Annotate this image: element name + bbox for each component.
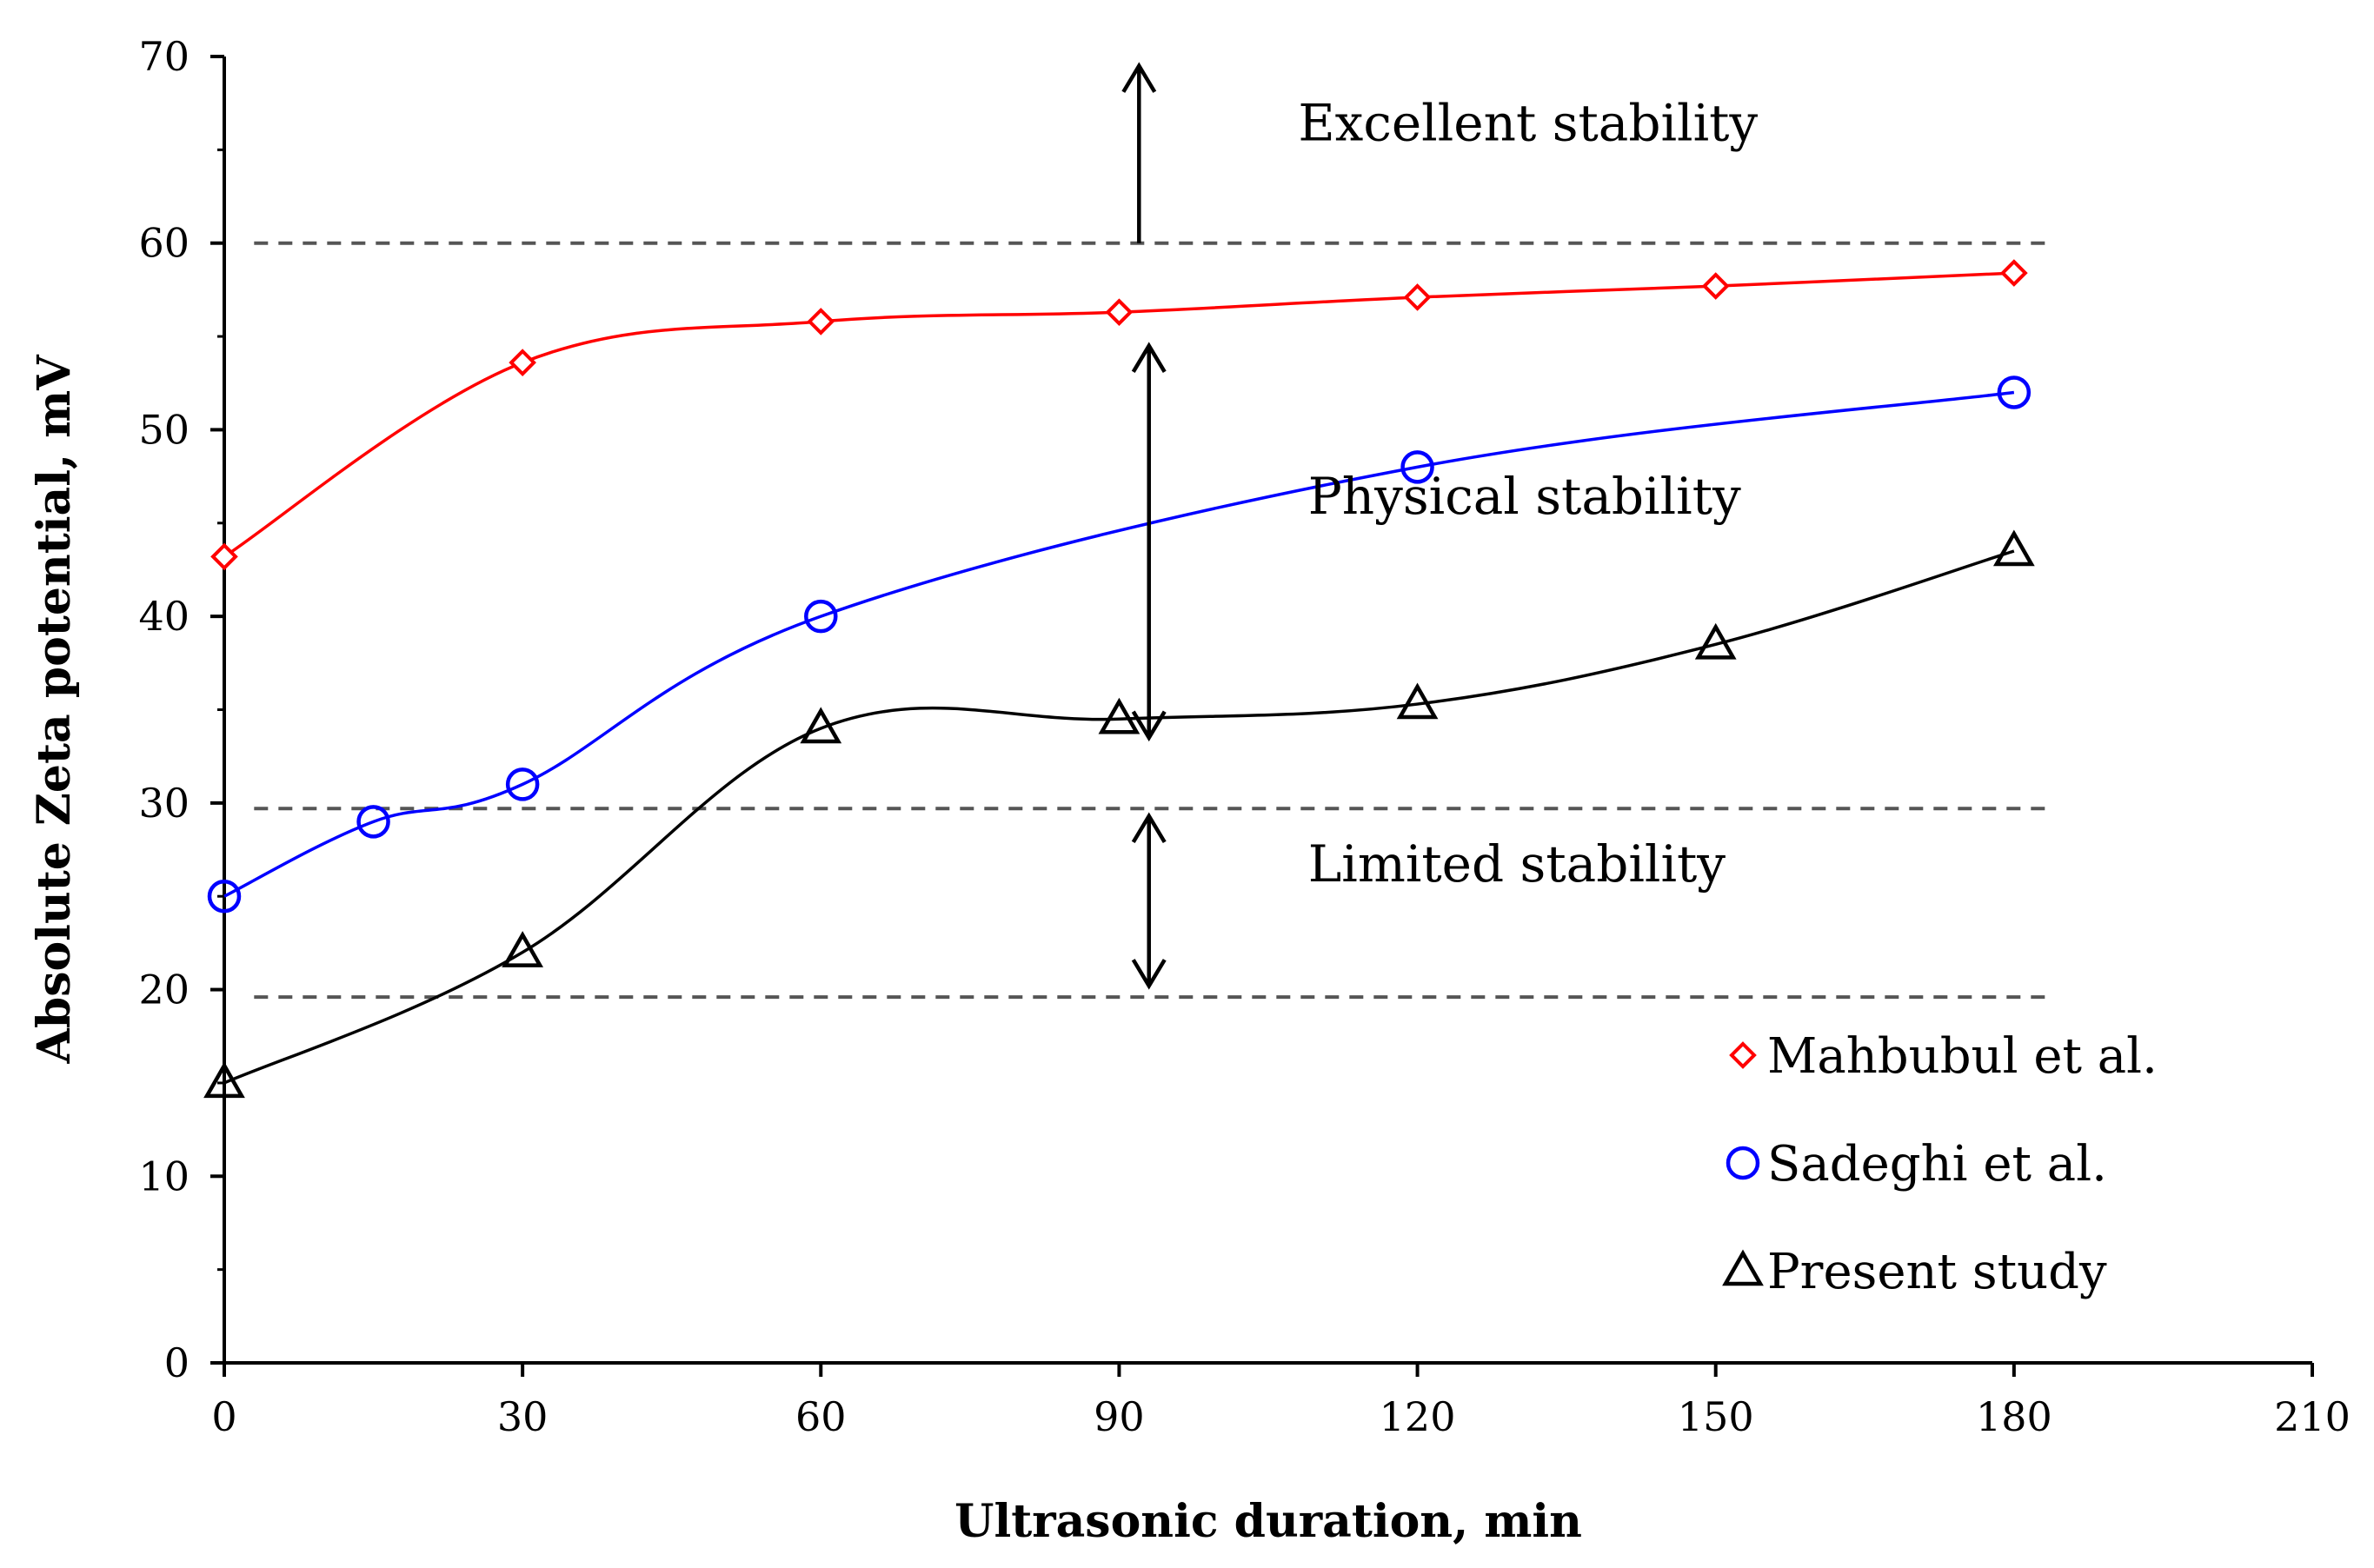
annotation-label: Physical stability <box>1308 467 1741 526</box>
data-markers <box>203 259 2035 1099</box>
data-point-series-2 <box>1992 529 2035 567</box>
x-tick-label: 30 <box>497 1393 549 1440</box>
stability-arrows <box>1121 62 1167 990</box>
data-point-series-2 <box>1694 622 1737 660</box>
arrow-head <box>1131 812 1167 844</box>
legend-marker <box>1722 1249 1764 1286</box>
data-point-series-0 <box>210 542 238 571</box>
reference-lines <box>254 241 2054 1000</box>
data-point-series-2 <box>800 707 842 744</box>
series-curve-1 <box>223 390 2015 898</box>
x-tick-label: 90 <box>1094 1393 1145 1440</box>
data-point-series-0 <box>2000 259 2028 287</box>
legend-marker <box>1726 1146 1760 1180</box>
y-tick-label: 40 <box>138 593 190 640</box>
y-tick-label: 30 <box>138 780 190 827</box>
y-tick-label: 60 <box>138 220 190 267</box>
y-tick-label: 10 <box>138 1153 190 1199</box>
series-curve-2 <box>223 549 2015 1085</box>
data-point-series-0 <box>807 308 835 336</box>
data-point-series-0 <box>509 349 536 376</box>
legend-label: Mahbubul et al. <box>1767 1028 2158 1085</box>
x-axis-title: Ultrasonic duration, min <box>954 1495 1582 1548</box>
legend-label: Sadeghi et al. <box>1767 1136 2107 1193</box>
data-point-series-1 <box>207 879 242 914</box>
data-point-series-1 <box>505 767 540 801</box>
x-tick-label: 120 <box>1380 1393 1456 1440</box>
data-point-series-1 <box>1400 450 1434 484</box>
arrow-head <box>1131 710 1167 742</box>
data-point-series-2 <box>1098 697 1140 734</box>
y-tick-label: 20 <box>138 967 190 1013</box>
data-point-series-2 <box>502 931 544 967</box>
legend-marker <box>1729 1041 1757 1069</box>
data-point-series-0 <box>1403 283 1432 311</box>
arrow-head <box>1121 62 1157 93</box>
data-point-series-1 <box>804 599 838 634</box>
arrow-head <box>1131 959 1167 990</box>
data-point-series-2 <box>203 1061 245 1099</box>
x-tick-label: 60 <box>795 1393 847 1440</box>
data-point-series-2 <box>1396 682 1439 720</box>
legend: Mahbubul et al. Sadeghi et al. Present stu… <box>1722 1028 2158 1300</box>
annotation-label: Excellent stability <box>1298 94 1758 153</box>
axis-ticks: 0 30 60 90 120 150 180 210 0 10 20 30 40 50 60 70 <box>138 33 2350 1440</box>
x-tick-label: 210 <box>2274 1393 2351 1440</box>
y-tick-label: 0 <box>164 1339 190 1386</box>
x-tick-label: 150 <box>1678 1393 1754 1440</box>
arrow-head <box>1131 342 1167 373</box>
data-point-series-1 <box>356 805 390 839</box>
trend-curves <box>223 271 2015 1085</box>
stability-annotations: Excellent stability Physical stability Lim… <box>1298 94 1758 894</box>
data-point-series-0 <box>1701 272 1730 300</box>
y-axis-title: Absolute Zeta potential, mV <box>28 354 81 1065</box>
x-tick-label: 180 <box>1976 1393 2052 1440</box>
y-tick-label: 70 <box>138 33 190 80</box>
data-point-series-1 <box>1997 375 2032 409</box>
y-tick-label: 50 <box>138 406 190 453</box>
legend-label: Present study <box>1767 1244 2107 1300</box>
x-tick-label: 0 <box>211 1393 236 1440</box>
data-point-series-0 <box>1105 298 1134 326</box>
annotation-label: Limited stability <box>1308 834 1726 894</box>
